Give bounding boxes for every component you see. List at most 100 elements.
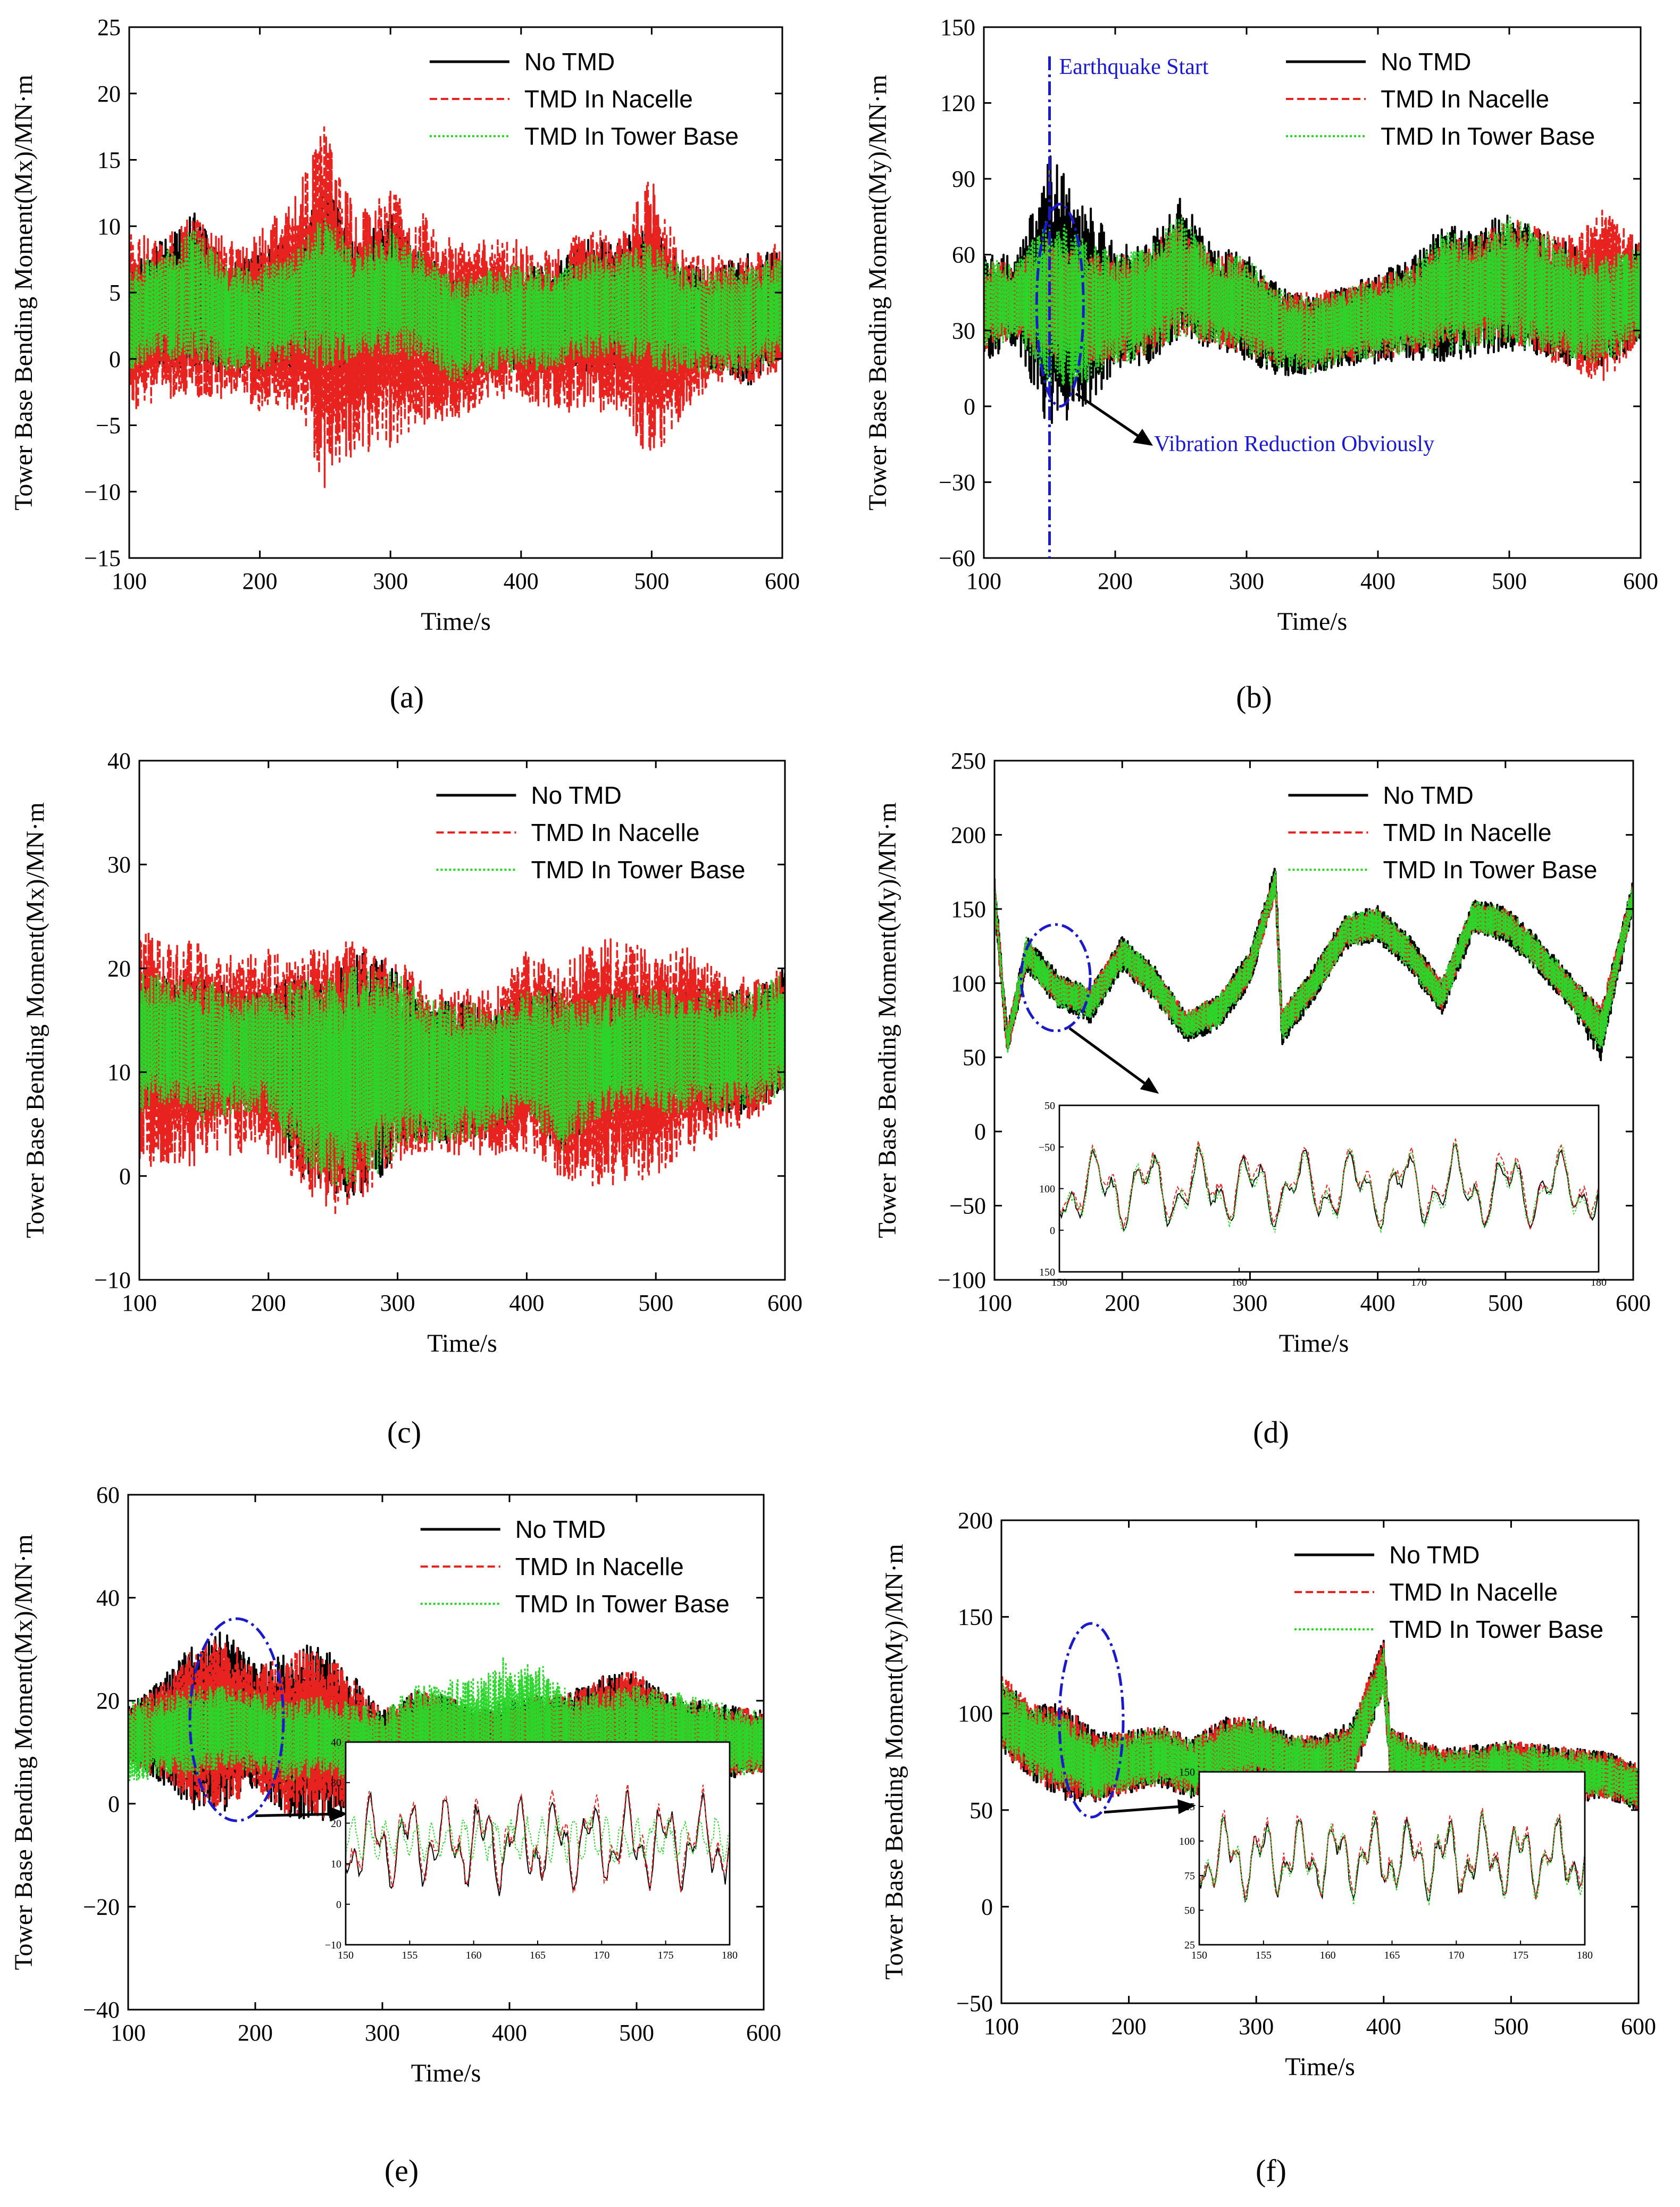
y-tick-label: 40 xyxy=(96,1585,120,1611)
y-tick-label: 50 xyxy=(969,1797,993,1823)
x-tick-label: 500 xyxy=(1492,568,1527,594)
panel-caption: (d) xyxy=(1253,1415,1289,1450)
chart-panel-c: 100 200 300 400 500 600 −10 0 10 20 30 40 Time/s Towe… xyxy=(21,748,803,1450)
inset-series-line-tmd-in-tower-base xyxy=(1199,1811,1585,1906)
x-tick-label: 300 xyxy=(373,568,408,594)
inset-chart: 150 155 160 165 170 175 180 25 50 75 100 125 150 xyxy=(1179,1767,1593,1961)
inset-series-group xyxy=(346,1784,730,1896)
plot-frame xyxy=(138,760,786,1281)
x-tick-label: 500 xyxy=(638,1290,673,1316)
x-tick-label: 100 xyxy=(111,2020,146,2046)
legend-entry-label: No TMD xyxy=(531,781,621,809)
chart-panel-a: 100 200 300 400 500 600 −15 −10 −5 0 5 10 15 20 25 Time… xyxy=(10,14,800,714)
y-tick-label: 40 xyxy=(107,748,131,774)
inset-y-tick-label: 50 xyxy=(1184,1905,1195,1917)
inset-x-tick-label: 180 xyxy=(1591,1277,1607,1288)
legend-entry-label: TMD In Nacelle xyxy=(1381,85,1549,113)
inset-y-tick-label: 30 xyxy=(331,1777,341,1789)
x-tick-label: 400 xyxy=(492,2020,527,2046)
inset-y-tick-label: 100 xyxy=(1039,1184,1055,1195)
series-group xyxy=(139,931,785,1217)
panel-caption: (a) xyxy=(390,680,424,714)
y-tick-label: −10 xyxy=(84,479,121,505)
y-tick-label: 30 xyxy=(107,852,131,878)
panel-caption: (f) xyxy=(1256,2153,1286,2188)
inset-series-line-tmd-in-tower-base xyxy=(346,1815,730,1864)
series-line-tmd-in-tower-base xyxy=(994,871,1633,1054)
x-tick-label: 600 xyxy=(1621,2013,1656,2039)
inset-x-tick-label: 170 xyxy=(594,1950,609,1961)
y-tick-label: 0 xyxy=(974,1119,986,1145)
inset-x-tick-label: 150 xyxy=(338,1950,354,1961)
y-tick-label: 90 xyxy=(952,166,975,192)
legend-entry-label: TMD In Nacelle xyxy=(531,819,699,846)
highlight-ellipse xyxy=(1019,923,1092,1032)
x-axis-label: Time/s xyxy=(1285,2053,1355,2081)
plot-frame xyxy=(993,760,1634,1281)
arrow-head-icon xyxy=(1177,1799,1196,1814)
plot-frame xyxy=(983,26,1642,559)
series-line-tmd-in-tower-base xyxy=(1001,1647,1639,1807)
inset-x-tick-label: 150 xyxy=(1051,1277,1067,1288)
y-tick-label: 0 xyxy=(981,1894,993,1920)
y-tick-label: 10 xyxy=(97,213,121,239)
legend-entry-label: TMD In Nacelle xyxy=(515,1553,684,1580)
x-tick-label: 500 xyxy=(619,2020,654,2046)
x-axis-label: Time/s xyxy=(411,2059,481,2087)
x-tick-label: 300 xyxy=(1229,568,1264,594)
x-tick-label: 500 xyxy=(1493,2013,1528,2039)
x-tick-label: 200 xyxy=(238,2020,273,2046)
legend-entry-label: No TMD xyxy=(1389,1541,1480,1569)
inset-x-tick-label: 155 xyxy=(1256,1950,1272,1961)
inset-x-tick-label: 160 xyxy=(1320,1950,1336,1961)
inset-chart: 150 155 160 165 170 175 180 −10 0 10 20 30 40 xyxy=(325,1737,738,1961)
y-tick-label: −5 xyxy=(96,413,121,439)
y-tick-label: −30 xyxy=(939,469,975,495)
chart-panel-f: 100 200 300 400 500 600 −50 0 50 100 150 200 Time/s T… xyxy=(880,1508,1656,2188)
inset-series-line-tmd-in-nacelle xyxy=(346,1784,730,1894)
x-tick-label: 600 xyxy=(765,568,800,594)
x-tick-label: 200 xyxy=(243,568,278,594)
inset-x-tick-label: 170 xyxy=(1411,1277,1427,1288)
x-axis-label: Time/s xyxy=(427,1329,497,1357)
annotation-arrow xyxy=(1068,1027,1154,1091)
legend-entry-label: No TMD xyxy=(515,1515,606,1543)
x-tick-label: 500 xyxy=(634,568,669,594)
y-tick-label: 200 xyxy=(951,822,986,848)
y-axis-label: Tower Base Bending Moment(My)/MN·m xyxy=(864,74,892,510)
series-line-tmd-in-tower-base xyxy=(984,216,1641,387)
y-axis-label: Tower Base Bending Moment(My)/MN·m xyxy=(873,802,901,1238)
x-tick-label: 400 xyxy=(1360,568,1395,594)
y-tick-label: 10 xyxy=(107,1060,131,1086)
inset-y-tick-label: −10 xyxy=(325,1939,341,1951)
series-line-tmd-in-tower-base xyxy=(129,218,782,384)
y-tick-label: 0 xyxy=(964,394,975,420)
legend-entry-label: TMD In Nacelle xyxy=(1389,1578,1558,1606)
y-tick-label: 0 xyxy=(109,346,121,372)
x-tick-label: 100 xyxy=(112,568,147,594)
y-tick-label: 30 xyxy=(952,318,975,344)
x-tick-label: 200 xyxy=(1105,1290,1140,1316)
earthquake-start-label: Earthquake Start xyxy=(1059,55,1209,79)
y-tick-label: 120 xyxy=(940,90,975,116)
y-tick-label: 200 xyxy=(958,1508,993,1534)
y-tick-label: 250 xyxy=(951,748,986,774)
x-tick-label: 300 xyxy=(1232,1290,1267,1316)
legend-entry-label: No TMD xyxy=(524,48,615,76)
annotation-arrow xyxy=(255,1812,341,1817)
plot-frame xyxy=(1000,1519,1640,2004)
inset-x-tick-label: 155 xyxy=(402,1950,417,1961)
y-tick-label: 0 xyxy=(108,1791,120,1817)
inset-series-group xyxy=(1059,1137,1599,1233)
y-tick-label: 60 xyxy=(952,242,975,268)
x-tick-label: 100 xyxy=(966,568,1001,594)
inset-x-tick-label: 170 xyxy=(1448,1950,1464,1961)
inset-x-tick-label: 160 xyxy=(466,1950,482,1961)
y-tick-label: −100 xyxy=(938,1267,986,1293)
y-tick-label: 100 xyxy=(958,1701,993,1727)
inset-y-tick-label: 125 xyxy=(1179,1801,1195,1813)
highlight-ellipse xyxy=(1058,1622,1125,1819)
highlight-ellipse xyxy=(188,1617,285,1822)
y-tick-label: −50 xyxy=(949,1193,986,1219)
panel-caption: (c) xyxy=(387,1415,421,1450)
